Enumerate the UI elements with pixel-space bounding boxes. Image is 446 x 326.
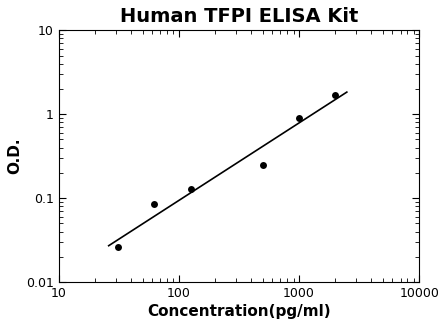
- X-axis label: Concentration(pg/ml): Concentration(pg/ml): [147, 304, 331, 319]
- Point: [259, 162, 266, 167]
- Point: [187, 186, 194, 191]
- Point: [295, 115, 302, 121]
- Point: [332, 92, 339, 97]
- Point: [115, 244, 122, 250]
- Title: Human TFPI ELISA Kit: Human TFPI ELISA Kit: [120, 7, 358, 26]
- Point: [151, 201, 158, 207]
- Y-axis label: O.D.: O.D.: [7, 138, 22, 174]
